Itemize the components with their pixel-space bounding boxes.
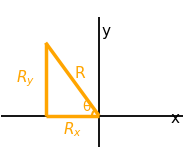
- Text: x: x: [170, 111, 179, 126]
- Text: R: R: [74, 66, 85, 81]
- Text: $R_y$: $R_y$: [17, 69, 36, 90]
- Text: y: y: [102, 24, 111, 39]
- Text: $R_x$: $R_x$: [63, 120, 82, 139]
- Text: θ: θ: [82, 100, 91, 114]
